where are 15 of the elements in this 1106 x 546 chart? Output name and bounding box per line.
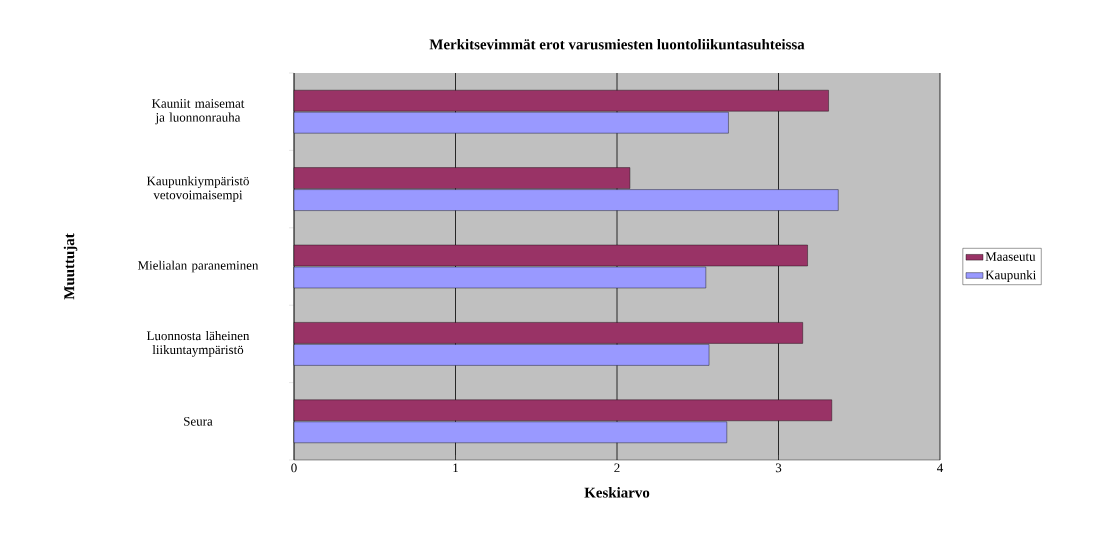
x-axis-title: Keskiarvo: [584, 487, 650, 498]
y-axis-title: Muuttujat: [63, 233, 78, 300]
chart-title: Merkitsevimmät erot varusmiesten luontoliikuntasuhteissa: [429, 38, 805, 50]
y-tick-label: Kauniit maisemat ja luonnonrauha: [151, 99, 245, 125]
y-tick-label: Luonnosta läheinen liikuntaympäristö: [146, 331, 250, 357]
x-tick-label: 3: [775, 463, 782, 473]
y-tick-label: Seura: [184, 416, 213, 426]
y-tick-label: Kaupunkiympäristö vetovoimaisempi: [146, 176, 249, 202]
legend-label: Maaseutu: [985, 252, 1036, 261]
x-tick-label: 0: [291, 463, 297, 473]
x-tick-label: 1: [453, 463, 458, 473]
x-tick-label: 2: [614, 463, 620, 473]
legend-label: Kaupunki: [985, 270, 1037, 282]
x-tick-label: 4: [937, 463, 944, 473]
y-tick-label: Mielialan paraneminen: [137, 260, 259, 273]
